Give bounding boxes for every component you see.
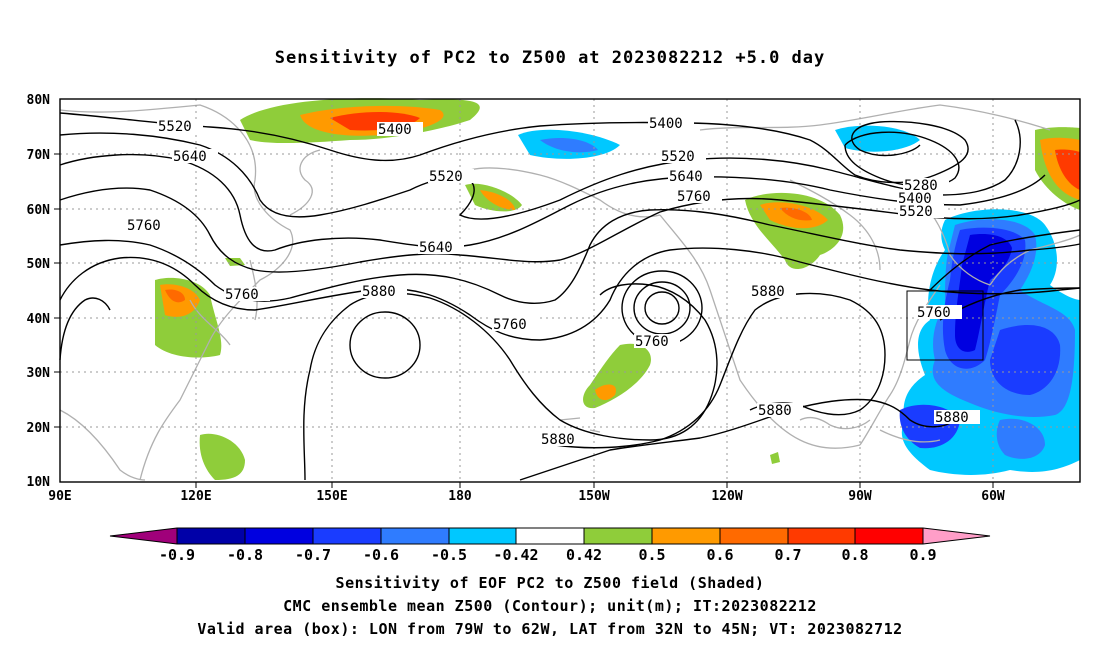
contour-label: 5880 — [935, 410, 969, 426]
caption-line-3: Valid area (box): LON from 79W to 62W, L… — [197, 620, 903, 638]
lat-label: 40N — [27, 312, 51, 327]
contour-label: 5520 — [899, 204, 933, 220]
colorbar-segment — [449, 528, 516, 544]
colorbar-high-arrow — [923, 528, 990, 544]
lon-label: 90W — [848, 489, 872, 504]
contour-label: 5880 — [751, 284, 785, 300]
colorbar-segment — [788, 528, 855, 544]
lat-label: 60N — [27, 203, 51, 218]
map-frame — [59, 98, 1081, 483]
lon-label: 120W — [711, 489, 742, 504]
contour-label: 5760 — [677, 189, 711, 205]
contour-label: 5520 — [158, 119, 192, 135]
colorbar-label: -0.42 — [493, 546, 538, 564]
contour-label: 5760 — [225, 287, 259, 303]
lat-label: 70N — [27, 148, 51, 163]
axis-ticks — [54, 153, 994, 488]
contour-label: 5760 — [917, 305, 951, 321]
contour-label: 5640 — [669, 169, 703, 185]
contour-label: 5520 — [661, 149, 695, 165]
caption-line-1: Sensitivity of EOF PC2 to Z500 field (Sh… — [335, 574, 765, 592]
colorbar-label: 0.42 — [566, 546, 602, 564]
gridlines — [60, 99, 1080, 482]
lon-label: 180 — [448, 489, 472, 504]
contour-label: 5880 — [362, 284, 396, 300]
colorbar-segment — [584, 528, 652, 544]
colorbar-label: -0.6 — [363, 546, 399, 564]
contour-label: 5280 — [904, 178, 938, 194]
colorbar-label: -0.5 — [431, 546, 467, 564]
colorbar-label: 0.6 — [706, 546, 733, 564]
colorbar-label: -0.7 — [295, 546, 331, 564]
caption-line-2: CMC ensemble mean Z500 (Contour); unit(m… — [283, 597, 817, 615]
contour-label: 5400 — [898, 191, 932, 207]
lat-label: 50N — [27, 257, 51, 272]
lon-label: 90E — [48, 489, 71, 504]
colorbar-segment — [381, 528, 449, 544]
lon-labels: 90E 120E 150E 180 150W 120W 90W 60W — [48, 489, 1005, 504]
colorbar-segment — [720, 528, 788, 544]
contour-label: 5760 — [127, 218, 161, 234]
contour-label: 5520 — [429, 169, 463, 185]
colorbar-label: 0.7 — [774, 546, 801, 564]
contour-label: 5760 — [493, 317, 527, 333]
lon-label: 150E — [316, 489, 347, 504]
contour-label: 5640 — [419, 240, 453, 256]
colorbar: -0.9 -0.8 -0.7 -0.6 -0.5 -0.42 0.42 0.5 … — [109, 527, 991, 564]
lon-label: 60W — [981, 489, 1005, 504]
colorbar-segment — [245, 528, 313, 544]
colorbar-label: 0.8 — [841, 546, 868, 564]
lat-label: 30N — [27, 366, 51, 381]
colorbar-segment — [652, 528, 720, 544]
colorbar-label: 0.5 — [638, 546, 665, 564]
colorbar-segment — [516, 528, 584, 544]
colorbar-low-arrow — [110, 528, 177, 544]
colorbar-segment — [855, 528, 923, 544]
contour-label: 5400 — [649, 116, 683, 132]
contour-label: 5400 — [378, 122, 412, 138]
contour-label: 5880 — [758, 403, 792, 419]
contour-label: 5640 — [173, 149, 207, 165]
colorbar-segment — [313, 528, 381, 544]
valid-area-box — [906, 290, 984, 361]
lon-label: 150W — [578, 489, 609, 504]
lat-label: 10N — [27, 475, 51, 490]
lat-label: 20N — [27, 421, 51, 436]
lat-label: 80N — [27, 93, 51, 108]
colorbar-label: -0.9 — [159, 546, 195, 564]
lon-label: 120E — [180, 489, 211, 504]
colorbar-label: 0.9 — [909, 546, 936, 564]
shaded-sensitivity — [155, 98, 1080, 480]
contour-label: 5760 — [635, 334, 669, 350]
colorbar-label: -0.8 — [227, 546, 263, 564]
contour-label: 5880 — [541, 432, 575, 448]
contour-labels: 5520 5400 5400 5640 5520 5520 5640 5760 … — [126, 116, 980, 448]
colorbar-segment — [177, 528, 245, 544]
chart-title: Sensitivity of PC2 to Z500 at 2023082212… — [274, 48, 826, 68]
lat-labels: 80N 70N 60N 50N 40N 30N 20N 10N — [27, 93, 51, 490]
